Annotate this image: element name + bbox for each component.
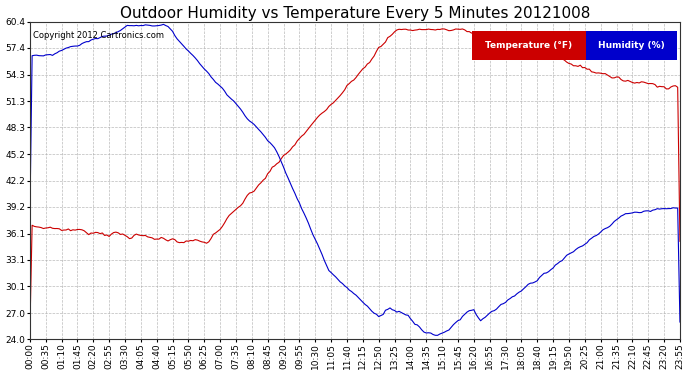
Text: Temperature (°F): Temperature (°F) [485,41,573,50]
Text: Humidity (%): Humidity (%) [598,41,664,50]
Text: Copyright 2012 Cartronics.com: Copyright 2012 Cartronics.com [33,31,164,40]
FancyBboxPatch shape [586,31,677,60]
Title: Outdoor Humidity vs Temperature Every 5 Minutes 20121008: Outdoor Humidity vs Temperature Every 5 … [119,6,590,21]
FancyBboxPatch shape [472,31,586,60]
